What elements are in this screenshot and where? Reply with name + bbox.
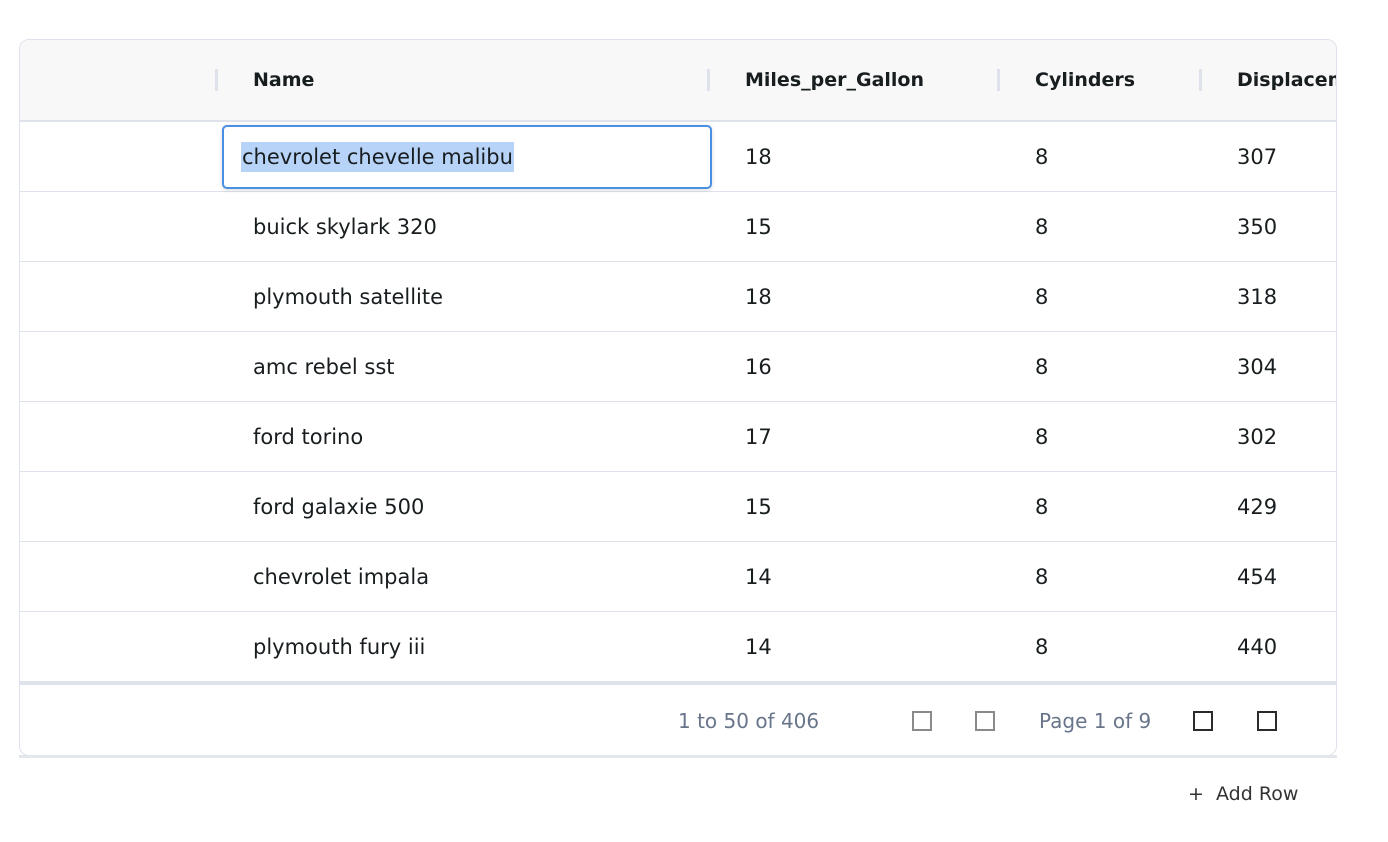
table-row[interactable]: ford torino 17 8 302 xyxy=(20,402,1336,472)
previous-page-icon[interactable] xyxy=(975,711,995,731)
cell-displacement[interactable]: 454 xyxy=(1237,565,1278,589)
header-mpg[interactable]: Miles_per_Gallon xyxy=(745,69,925,91)
cell-cylinders[interactable]: 8 xyxy=(1035,215,1049,239)
column-resize-handle[interactable] xyxy=(215,69,218,91)
table-row[interactable]: buick skylark 320 15 8 350 xyxy=(20,192,1336,262)
cell-displacement[interactable]: 350 xyxy=(1237,215,1278,239)
cell-name[interactable]: chevrolet impala xyxy=(253,565,430,589)
cell-displacement[interactable]: 307 xyxy=(1237,145,1278,169)
cell-mpg[interactable]: 14 xyxy=(745,635,772,659)
cell-mpg[interactable]: 15 xyxy=(745,215,772,239)
divider xyxy=(19,755,1337,758)
table-row[interactable]: ford galaxie 500 15 8 429 xyxy=(20,472,1336,542)
page-indicator: Page 1 of 9 xyxy=(1039,709,1152,733)
row-summary: 1 to 50 of 406 xyxy=(678,709,820,733)
table-row[interactable]: plymouth fury iii 14 8 440 xyxy=(20,612,1336,682)
cell-mpg[interactable]: 18 xyxy=(745,285,772,309)
table-row[interactable]: plymouth satellite 18 8 318 xyxy=(20,262,1336,332)
cell-mpg[interactable]: 15 xyxy=(745,495,772,519)
last-page-icon[interactable] xyxy=(1257,711,1277,731)
cell-name[interactable]: plymouth satellite xyxy=(253,285,444,309)
selected-text: chevrolet chevelle malibu xyxy=(241,142,514,172)
cell-cylinders[interactable]: 8 xyxy=(1035,355,1049,379)
cell-name[interactable]: ford torino xyxy=(253,425,364,449)
cell-mpg[interactable]: 14 xyxy=(745,565,772,589)
next-page-icon[interactable] xyxy=(1193,711,1213,731)
cell-cylinders[interactable]: 8 xyxy=(1035,565,1049,589)
grid-header: Name Miles_per_Gallon Cylinders Displace… xyxy=(20,40,1336,122)
cell-mpg[interactable]: 16 xyxy=(745,355,772,379)
cell-displacement[interactable]: 304 xyxy=(1237,355,1278,379)
cell-editor-input[interactable]: chevrolet chevelle malibu xyxy=(222,125,712,189)
header-displacement[interactable]: Displacement xyxy=(1237,69,1336,91)
cell-cylinders[interactable]: 8 xyxy=(1035,285,1049,309)
cell-displacement[interactable]: 302 xyxy=(1237,425,1278,449)
data-grid: Name Miles_per_Gallon Cylinders Displace… xyxy=(19,39,1337,756)
table-row[interactable]: amc rebel sst 16 8 304 xyxy=(20,332,1336,402)
cell-displacement[interactable]: 429 xyxy=(1237,495,1278,519)
column-resize-handle[interactable] xyxy=(707,69,710,91)
cell-name[interactable]: amc rebel sst xyxy=(253,355,395,379)
cell-displacement[interactable]: 440 xyxy=(1237,635,1278,659)
table-row[interactable]: chevrolet chevelle malibu 18 8 307 xyxy=(20,122,1336,192)
header-cylinders[interactable]: Cylinders xyxy=(1035,69,1136,91)
table-row[interactable]: chevrolet impala 14 8 454 xyxy=(20,542,1336,612)
cell-cylinders[interactable]: 8 xyxy=(1035,635,1049,659)
cell-mpg[interactable]: 17 xyxy=(745,425,772,449)
pagination-panel: 1 to 50 of 406 Page 1 of 9 xyxy=(20,682,1336,755)
column-resize-handle[interactable] xyxy=(1199,69,1202,91)
cell-name[interactable]: buick skylark 320 xyxy=(253,215,437,239)
first-page-icon[interactable] xyxy=(912,711,932,731)
add-row-label: Add Row xyxy=(1216,783,1299,805)
cell-cylinders[interactable]: 8 xyxy=(1035,495,1049,519)
cell-cylinders[interactable]: 8 xyxy=(1035,145,1049,169)
cell-mpg[interactable]: 18 xyxy=(745,145,772,169)
add-row-button[interactable]: + Add Row xyxy=(1188,783,1298,805)
column-resize-handle[interactable] xyxy=(997,69,1000,91)
cell-name[interactable]: ford galaxie 500 xyxy=(253,495,425,519)
cell-name[interactable]: plymouth fury iii xyxy=(253,635,426,659)
cell-cylinders[interactable]: 8 xyxy=(1035,425,1049,449)
cell-displacement[interactable]: 318 xyxy=(1237,285,1278,309)
plus-icon: + xyxy=(1188,783,1204,805)
header-name[interactable]: Name xyxy=(253,69,315,91)
